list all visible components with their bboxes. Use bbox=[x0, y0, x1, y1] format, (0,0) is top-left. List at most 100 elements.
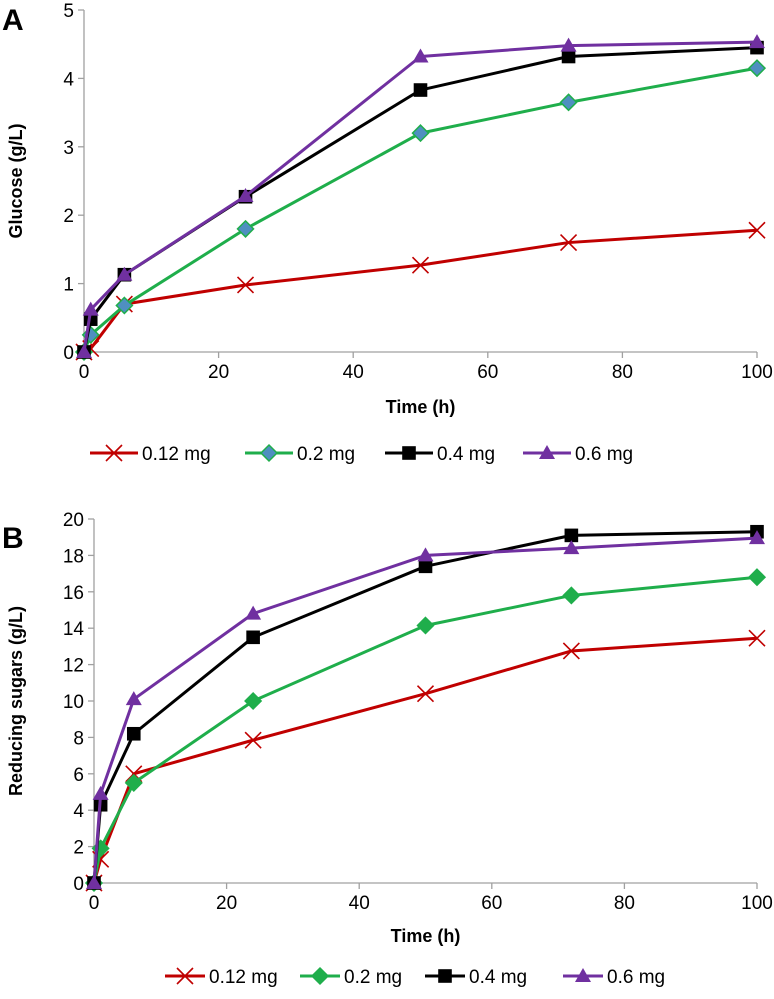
legend-item: 0.4 mg bbox=[425, 967, 527, 988]
x-tick-label: 20 bbox=[208, 362, 229, 383]
legend-label: 0.2 mg bbox=[344, 967, 402, 988]
legend-label: 0.6 mg bbox=[575, 444, 633, 465]
marker-diamond bbox=[411, 124, 430, 143]
y-tick-label: 14 bbox=[63, 619, 85, 640]
y-tick-label: 3 bbox=[63, 138, 74, 159]
marker-triangle bbox=[563, 540, 580, 555]
marker-x bbox=[244, 731, 262, 749]
x-tick-label: 100 bbox=[741, 893, 773, 914]
series-0.12-mg bbox=[85, 629, 766, 892]
marker-square bbox=[413, 83, 428, 97]
marker-triangle bbox=[749, 34, 765, 49]
marker-diamond bbox=[562, 586, 581, 605]
chart-panel-A: A 0 1 2 3 4 5 0 20 40 60 80 100 Time (h) Glucose (g/L)… bbox=[2, 1, 773, 465]
x-axis-label: Time (h) bbox=[391, 926, 461, 946]
marker-square bbox=[246, 630, 260, 645]
series-0.6-mg bbox=[86, 530, 765, 889]
marker-square bbox=[126, 726, 141, 741]
series-0.6-mg bbox=[76, 34, 765, 358]
marker-triangle bbox=[82, 301, 99, 316]
y-tick-label: 4 bbox=[63, 69, 74, 90]
chart-panel-B: B 0 2 4 6 8 10 12 14 16 18 20 0 20 40 60 80 100 Time (h) Re… bbox=[2, 510, 773, 988]
y-tick-label: 8 bbox=[73, 728, 84, 749]
series-line bbox=[92, 530, 758, 884]
legend-item: 0.2 mg bbox=[245, 443, 355, 465]
legend-item: 0.12 mg bbox=[165, 967, 278, 988]
x-tick-label: 80 bbox=[614, 893, 635, 914]
y-tick-label: 0 bbox=[73, 874, 84, 895]
y-tick-label: 12 bbox=[63, 656, 84, 677]
marker-diamond bbox=[115, 296, 134, 315]
marker-triangle bbox=[125, 691, 142, 706]
marker-x bbox=[559, 233, 578, 252]
marker-triangle bbox=[539, 445, 555, 459]
series-0.4-mg bbox=[87, 524, 764, 890]
marker-x bbox=[416, 685, 435, 703]
marker-triangle bbox=[417, 547, 434, 562]
marker-square bbox=[564, 528, 579, 543]
panel-label: B bbox=[2, 522, 24, 555]
marker-diamond bbox=[244, 691, 263, 711]
legend-item: 0.4 mg bbox=[385, 444, 495, 465]
y-tick-label: 0 bbox=[63, 343, 74, 364]
marker-triangle bbox=[245, 605, 262, 620]
x-tick-label: 0 bbox=[79, 362, 90, 383]
marker-x bbox=[236, 276, 255, 294]
marker-triangle bbox=[116, 266, 133, 281]
y-tick-label: 20 bbox=[63, 510, 84, 531]
x-tick-label: 0 bbox=[89, 893, 100, 914]
y-tick-label: 6 bbox=[73, 765, 84, 786]
y-tick-label: 5 bbox=[63, 1, 74, 22]
marker-diamond bbox=[747, 568, 767, 587]
legend-label: 0.12 mg bbox=[209, 967, 278, 988]
marker-x bbox=[748, 629, 766, 647]
y-tick-label: 10 bbox=[63, 692, 84, 713]
marker-triangle bbox=[560, 37, 577, 52]
x-tick-label: 20 bbox=[216, 893, 237, 914]
series-line bbox=[82, 66, 758, 353]
legend-label: 0.4 mg bbox=[437, 444, 495, 465]
marker-diamond bbox=[236, 219, 255, 238]
legend-item: 0.12 mg bbox=[90, 444, 211, 465]
marker-diamond bbox=[259, 443, 279, 463]
marker-triangle bbox=[575, 968, 591, 982]
series-0.12-mg bbox=[75, 221, 766, 361]
marker-diamond bbox=[416, 616, 435, 635]
panel-label: A bbox=[2, 4, 24, 37]
x-tick-label: 40 bbox=[343, 362, 364, 383]
y-tick-label: 2 bbox=[73, 838, 84, 859]
marker-square bbox=[418, 559, 433, 574]
marker-triangle bbox=[86, 875, 102, 889]
y-tick-label: 16 bbox=[63, 583, 84, 604]
y-tick-label: 1 bbox=[63, 275, 74, 296]
series-line bbox=[92, 636, 758, 884]
legend-item: 0.6 mg bbox=[563, 967, 665, 988]
y-axis-label: Glucose (g/L) bbox=[6, 123, 26, 238]
y-axis-label: Reducing sugars (g/L) bbox=[6, 606, 26, 796]
x-axis-label: Time (h) bbox=[386, 397, 456, 417]
marker-x bbox=[176, 967, 194, 985]
legend-label: 0.6 mg bbox=[607, 967, 665, 988]
marker-triangle bbox=[76, 344, 92, 358]
x-tick-label: 60 bbox=[481, 893, 502, 914]
x-tick-label: 100 bbox=[741, 362, 773, 383]
x-tick-label: 60 bbox=[477, 362, 498, 383]
series-0.4-mg bbox=[77, 40, 764, 359]
marker-triangle bbox=[749, 530, 765, 545]
marker-x bbox=[562, 642, 580, 660]
x-tick-label: 40 bbox=[349, 893, 370, 914]
y-tick-label: 2 bbox=[63, 206, 74, 227]
legend-item: 0.6 mg bbox=[523, 444, 633, 465]
legend-label: 0.2 mg bbox=[297, 444, 355, 465]
marker-triangle bbox=[92, 785, 109, 800]
marker-x bbox=[411, 256, 430, 274]
series-line bbox=[83, 228, 758, 354]
marker-diamond bbox=[124, 773, 143, 792]
series-0.2-mg bbox=[74, 59, 767, 362]
marker-diamond bbox=[310, 966, 330, 986]
y-tick-label: 18 bbox=[63, 546, 84, 567]
legend-label: 0.12 mg bbox=[142, 444, 211, 465]
legend-label: 0.4 mg bbox=[469, 967, 527, 988]
marker-triangle bbox=[412, 48, 429, 63]
